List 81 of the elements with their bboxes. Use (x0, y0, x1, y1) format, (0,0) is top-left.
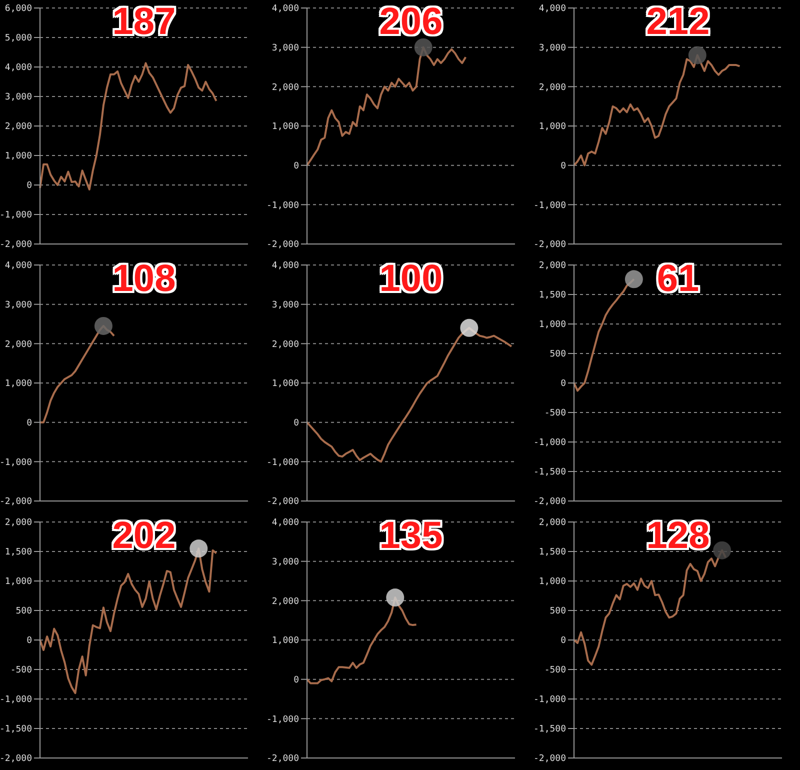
y-tick-label: 2,000 (538, 82, 566, 93)
y-tick-label: 3,000 (538, 44, 566, 54)
y-tick-label: -1,500 (0, 724, 32, 735)
y-tick-label: 1,000 (538, 122, 566, 132)
y-tick-label: 3,000 (4, 92, 32, 103)
y-tick-label: 500 (550, 606, 566, 617)
y-tick-label: -500 (544, 666, 566, 676)
y-tick-label: -1,000 (0, 458, 32, 468)
y-tick-label: -2,000 (0, 497, 32, 508)
chart-title: 202 (111, 514, 177, 558)
y-tick-label: 3,000 (272, 558, 299, 568)
y-tick-label: -2,000 (266, 754, 299, 764)
y-tick-label: -2,000 (266, 240, 299, 250)
y-tick-label: 2,000 (4, 518, 32, 528)
chart-title: 61 (656, 257, 700, 301)
y-tick-label: -2,000 (266, 497, 299, 508)
y-tick-label: 0 (294, 418, 299, 429)
y-tick-label: 1,500 (538, 548, 566, 558)
y-tick-label: 1,000 (272, 379, 299, 390)
y-tick-label: -1,000 (0, 695, 32, 706)
line-series (39, 62, 218, 190)
y-tick-label: 1,000 (272, 636, 299, 646)
y-tick-label: -2,000 (0, 754, 32, 764)
y-tick-label: 1,000 (538, 577, 566, 588)
y-tick-label: -2,000 (533, 754, 566, 764)
y-tick-label: 6,000 (4, 4, 32, 14)
y-tick-label: 4,000 (272, 261, 299, 272)
y-tick-label: -1,000 (533, 438, 566, 448)
y-tick-label: 3,000 (4, 300, 32, 311)
y-tick-label: 0 (26, 636, 32, 646)
y-tick-label: 2,000 (538, 261, 566, 272)
y-tick-label: -1,500 (533, 468, 566, 478)
y-tick-label: -1,000 (533, 695, 566, 706)
y-tick-label: -1,000 (266, 714, 299, 725)
chart-title: 212 (645, 0, 711, 44)
y-tick-label: 1,000 (538, 320, 566, 330)
y-tick-label: 500 (550, 350, 566, 360)
y-tick-label: 4,000 (538, 4, 566, 14)
y-tick-label: 0 (26, 181, 32, 192)
y-tick-label: -2,000 (0, 240, 32, 250)
chart-title: 100 (378, 257, 444, 301)
y-tick-label: 1,500 (4, 548, 32, 558)
y-tick-label: -1,000 (0, 210, 32, 221)
y-tick-label: 0 (560, 162, 566, 172)
y-tick-label: 2,000 (272, 596, 299, 607)
y-tick-label: 500 (16, 606, 32, 617)
y-tick-label: 2,000 (4, 340, 32, 350)
y-tick-label: 2,000 (538, 518, 566, 528)
chart-title: 187 (111, 0, 177, 44)
y-tick-label: -500 (544, 408, 566, 419)
y-tick-label: 0 (294, 676, 299, 686)
y-tick-label: -2,000 (533, 497, 566, 508)
y-tick-label: 4,000 (272, 518, 299, 528)
y-tick-label: 4,000 (4, 261, 32, 272)
y-tick-label: 4,000 (272, 4, 299, 14)
chart-title: 108 (111, 257, 177, 301)
y-tick-label: 0 (294, 162, 299, 172)
y-tick-label: 1,000 (272, 122, 299, 132)
y-tick-label: -1,500 (533, 724, 566, 735)
y-tick-label: -500 (10, 666, 32, 676)
y-tick-label: 0 (560, 379, 566, 390)
y-tick-label: 1,500 (538, 290, 566, 301)
y-tick-label: 1,000 (4, 577, 32, 588)
y-tick-label: 1,000 (4, 152, 32, 162)
y-tick-label: -1,000 (533, 200, 566, 211)
y-tick-label: 2,000 (4, 122, 32, 132)
chart-title: 206 (378, 0, 444, 44)
y-tick-label: -1,000 (266, 458, 299, 468)
y-tick-label: 3,000 (272, 300, 299, 311)
chart-title: 135 (378, 514, 444, 558)
y-tick-label: -1,000 (266, 200, 299, 211)
chart-title: 128 (645, 514, 711, 558)
y-tick-label: 5,000 (4, 34, 32, 44)
y-tick-label: 3,000 (272, 44, 299, 54)
y-tick-label: 4,000 (4, 63, 32, 74)
y-tick-label: 0 (26, 418, 32, 429)
y-tick-label: 1,000 (4, 379, 32, 390)
y-tick-label: 2,000 (272, 340, 299, 350)
y-tick-label: -2,000 (533, 240, 566, 250)
y-tick-label: 0 (560, 636, 566, 646)
y-tick-label: 2,000 (272, 82, 299, 93)
